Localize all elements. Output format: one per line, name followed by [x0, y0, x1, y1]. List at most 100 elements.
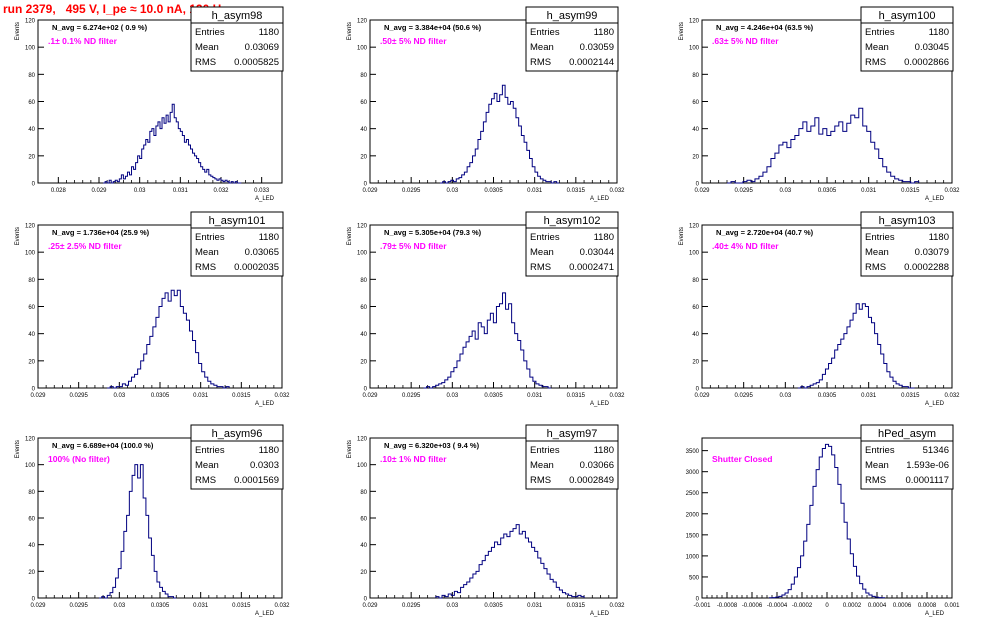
stats-label: Entries [195, 232, 225, 243]
y-tick-label: 100 [357, 463, 368, 469]
stats-title: h_asym96 [212, 428, 263, 440]
y-tick-label: 20 [360, 359, 367, 365]
stats-title: h_asym103 [879, 215, 936, 227]
stats-label: Entries [865, 445, 895, 456]
x-axis-label: A_LED [590, 196, 610, 202]
stats-value: 51346 [923, 445, 949, 456]
filter-label: .63± 5% ND filter [712, 36, 779, 46]
x-tick-label: 0.031 [193, 393, 209, 399]
x-tick-label: 0.032 [944, 393, 960, 399]
stats-value: 0.0303 [250, 460, 279, 471]
y-tick-label: 1000 [686, 554, 700, 560]
panel-h_asym102: 0 20 40 60 80 100 120 0.029 0.0295 0.03 0.0305 0.03… [347, 211, 625, 407]
x-tick-label: 0.029 [694, 188, 710, 194]
x-tick-label: -0.0008 [717, 603, 738, 609]
stats-value: 0.0001117 [906, 475, 950, 486]
x-tick-label: 0.032 [609, 188, 625, 194]
stats-value: 1180 [594, 445, 614, 456]
x-tick-label: 0.033 [254, 188, 270, 194]
y-tick-label: 40 [28, 332, 35, 338]
stats-title: hPed_asym [878, 428, 936, 440]
y-tick-label: 80 [28, 278, 35, 284]
y-tick-label: 20 [692, 359, 699, 365]
n-avg-text: N_avg = 6.689e+04 (100.0 %) [52, 441, 154, 450]
y-tick-label: 120 [689, 224, 700, 230]
histogram-line [769, 443, 885, 599]
panel-h_asym103: 0 20 40 60 80 100 120 0.029 0.0295 0.03 0.0305 0.03… [679, 211, 960, 407]
panel-h_asym100: 0 20 40 60 80 100 120 0.029 0.0295 0.03 0.0305 0.03… [679, 6, 960, 202]
filter-label: 100% (No filter) [48, 454, 110, 464]
y-tick-label: 0 [32, 182, 36, 188]
stats-label: Entries [530, 27, 560, 38]
stats-box-frame [190, 211, 284, 277]
y-tick-label: 60 [28, 517, 35, 523]
y-tick-label: 100 [25, 463, 36, 469]
x-tick-label: 0.03 [779, 188, 791, 194]
y-tick-label: 2500 [686, 491, 700, 497]
stats-title: h_asym99 [547, 10, 598, 22]
panel-h_asym99: 0 20 40 60 80 100 120 0.029 0.0295 0.03 0.0305 0.03… [347, 6, 625, 202]
stats-label: RMS [195, 475, 216, 486]
histogram-line [423, 292, 552, 389]
x-tick-label: 0.0315 [567, 603, 586, 609]
y-tick-label: 80 [28, 73, 35, 79]
stats-label: Entries [530, 232, 560, 243]
filter-label: .10± 1% ND filter [380, 454, 447, 464]
filter-label: .79± 5% ND filter [380, 241, 447, 251]
y-tick-label: 120 [25, 19, 36, 25]
x-tick-label: 0.03 [779, 393, 791, 399]
stats-value: 1180 [594, 232, 614, 243]
y-tick-label: 0 [696, 597, 700, 603]
x-tick-label: 0.029 [91, 188, 107, 194]
stats-box: h_asym98 Entries 1180 Mean 0.03069 RMS 0.00058… [190, 6, 284, 72]
filter-label: .1± 0.1% ND filter [48, 36, 118, 46]
x-tick-label: 0.0305 [151, 393, 170, 399]
y-tick-label: 80 [360, 278, 367, 284]
stats-box: h_asym102 Entries 1180 Mean 0.03044 RMS 0.0002… [525, 211, 619, 277]
x-tick-label: 0.0008 [918, 603, 937, 609]
stats-title: h_asym97 [547, 428, 598, 440]
x-axis-label: A_LED [590, 401, 610, 407]
histogram-line [107, 289, 230, 389]
x-tick-label: 0.031 [173, 188, 189, 194]
stats-label: RMS [530, 262, 551, 273]
stats-label: RMS [865, 475, 886, 486]
stats-title: h_asym101 [209, 215, 266, 227]
x-tick-label: 0.029 [30, 603, 46, 609]
n-avg-text: N_avg = 6.320e+03 ( 9.4 %) [384, 441, 480, 450]
stats-label: Mean [530, 247, 554, 258]
stats-box-frame [190, 6, 284, 72]
y-axis-label: Events [347, 22, 353, 40]
stats-value: 0.0001569 [234, 475, 279, 486]
stats-label: RMS [195, 262, 216, 273]
x-tick-label: 0.031 [861, 188, 877, 194]
stats-box-frame [860, 6, 954, 72]
filter-label: .50± 5% ND filter [380, 36, 447, 46]
stats-box: h_asym100 Entries 1180 Mean 0.03045 RMS 0.0002… [860, 6, 954, 72]
x-tick-label: 0.0295 [69, 603, 88, 609]
stats-label: Mean [865, 42, 889, 53]
x-tick-label: 0.03 [446, 393, 458, 399]
y-tick-label: 1500 [686, 533, 700, 539]
y-tick-label: 40 [28, 543, 35, 549]
y-tick-label: 120 [357, 224, 368, 230]
stats-box: h_asym103 Entries 1180 Mean 0.03079 RMS 0.0002… [860, 211, 954, 277]
stats-box-frame [190, 424, 284, 490]
stats-label: Entries [865, 27, 895, 38]
y-tick-label: 20 [28, 359, 35, 365]
x-tick-label: 0.0004 [868, 603, 887, 609]
x-tick-label: 0.031 [527, 393, 543, 399]
stats-title: h_asym102 [544, 215, 601, 227]
y-axis-label: Events [15, 440, 21, 458]
stats-value: 0.03079 [915, 247, 949, 258]
y-tick-label: 20 [28, 154, 35, 160]
y-axis-label: Events [15, 22, 21, 40]
x-tick-label: 0.0295 [734, 188, 753, 194]
y-tick-label: 40 [692, 127, 699, 133]
y-tick-label: 60 [360, 517, 367, 523]
y-tick-label: 3000 [686, 470, 700, 476]
y-tick-label: 3500 [686, 449, 700, 455]
stats-title: h_asym100 [879, 10, 936, 22]
y-tick-label: 40 [360, 332, 367, 338]
